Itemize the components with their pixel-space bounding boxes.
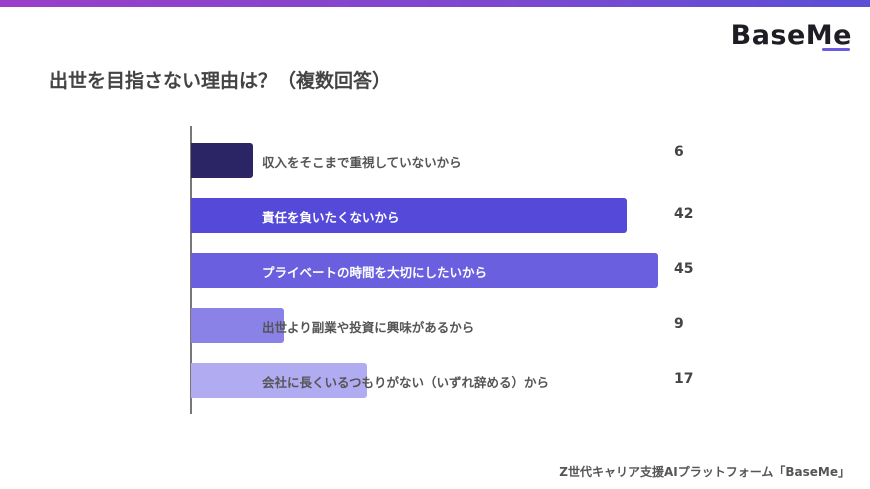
bar-label: 責任を負いたくないから [262,210,400,225]
bar-label: プライベートの時間を大切にしたいから [262,265,488,280]
bar [191,143,254,178]
bar-label: 出世より副業や投資に興味があるから [262,320,475,335]
bar [191,363,368,398]
bar-value: 42 [674,206,694,222]
logo-accent [822,48,850,51]
bar-value: 45 [674,261,694,277]
top-gradient-bar [0,0,870,7]
bar-label: 収入をそこまで重視していないから [262,155,462,170]
bar [191,253,658,288]
bar [191,308,285,343]
y-axis-line [190,126,192,414]
footer-credit: Z世代キャリア支援AIプラットフォーム「BaseMe」 [559,465,850,479]
bar-value: 9 [674,316,684,332]
bar-value: 6 [674,144,684,160]
chart-title: 出世を目指さない理由は？（複数回答） [49,70,392,92]
bar-value: 17 [674,371,694,387]
bar-label: 会社に長くいるつもりがない（いずれ辞める）から [262,375,550,390]
baseme-logo: BaseMe [730,20,852,51]
bar [191,198,627,233]
